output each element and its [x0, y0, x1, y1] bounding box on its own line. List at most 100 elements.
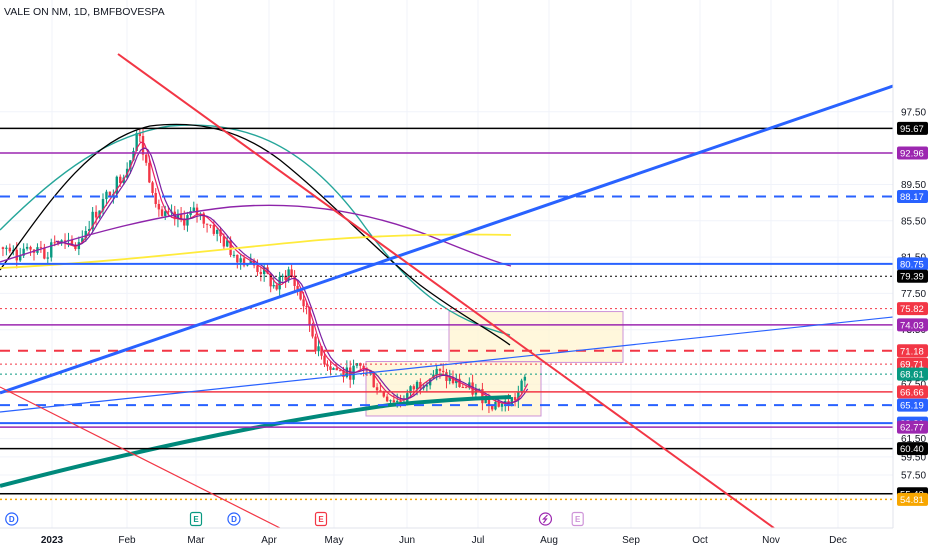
price-tick-label: 77.50 [901, 289, 926, 300]
candle-body [135, 133, 138, 151]
candle-body [70, 239, 74, 246]
candle-body [164, 211, 167, 216]
price-tag [897, 190, 928, 204]
candle-body [43, 247, 46, 259]
price-tag [897, 257, 928, 271]
candle-body [320, 346, 323, 356]
time-tick-label: Oct [692, 535, 708, 546]
candle-body [108, 191, 112, 197]
candle-body [497, 401, 500, 407]
candle-body [186, 215, 189, 226]
price-tag-label: 62.77 [900, 423, 924, 434]
candle-body [329, 366, 332, 370]
candle-body [212, 224, 216, 234]
candle-body [415, 381, 419, 390]
candle-body [74, 245, 77, 250]
candle-body [311, 324, 314, 337]
candle-body [281, 275, 284, 277]
candle-body [151, 182, 154, 193]
candle-body [236, 254, 239, 263]
time-axis-background [0, 528, 893, 550]
candle-body [392, 400, 396, 403]
candle-body [56, 242, 60, 244]
candle-body [1, 247, 5, 249]
candle-body [287, 269, 290, 281]
candle-body [141, 136, 145, 155]
resistance-zone-box [448, 311, 624, 363]
candle-body [132, 150, 135, 161]
candle-body [25, 246, 29, 249]
earnings-marker [314, 511, 328, 527]
candle-body [305, 306, 308, 308]
candle-body [179, 213, 183, 219]
candle-body [176, 213, 180, 220]
price-tag-label: 79.39 [900, 272, 924, 283]
candle-body [445, 372, 448, 381]
candle-body [396, 400, 399, 403]
candle-body [232, 254, 236, 256]
candle-body [296, 285, 299, 291]
candle-body [372, 373, 375, 388]
price-tag [897, 385, 928, 399]
time-tick-label: Mar [187, 535, 205, 546]
candle-body [435, 368, 438, 375]
time-tick-label: Apr [261, 535, 277, 546]
ma-long-line [0, 204, 512, 267]
candle-body [29, 246, 32, 250]
candle-body [379, 390, 382, 392]
price-tag-label: 95.67 [900, 124, 924, 135]
price-tick-label: 57.50 [901, 471, 926, 482]
price-tag-label: 65.19 [900, 401, 924, 412]
candle-body [129, 160, 132, 169]
dividend-marker-label: D [9, 515, 15, 524]
candle-body [323, 355, 326, 365]
time-tick-label: May [325, 535, 344, 546]
candle-body [342, 370, 345, 378]
candle-body [293, 276, 296, 286]
candle-body [425, 385, 429, 387]
candle-body [275, 285, 278, 290]
candle-body [122, 177, 125, 184]
candle-body [487, 395, 491, 405]
candle-body [229, 240, 232, 256]
candle-body [167, 211, 170, 213]
candle-body [491, 404, 494, 410]
time-tick-label: Nov [762, 535, 780, 546]
candle-body [332, 368, 335, 370]
price-tag-label: 74.03 [900, 320, 924, 331]
downtrend-line-main [117, 53, 775, 529]
candle-body [278, 276, 281, 290]
price-tick-label: 85.50 [901, 216, 926, 227]
price-tag [897, 367, 928, 381]
candle-body [308, 307, 311, 325]
price-axis: 97.5089.5085.5081.5077.5073.5067.5061.50… [892, 0, 932, 550]
price-tag-label: 68.61 [900, 370, 924, 381]
candle-body [290, 269, 293, 277]
candle-body [15, 249, 18, 261]
uptrend-line-thick [0, 84, 894, 395]
candle-body [183, 218, 186, 226]
ma-black-line [0, 123, 511, 346]
price-tag-label: 80.75 [900, 259, 924, 270]
candle-body [157, 203, 161, 210]
candle-body [222, 236, 226, 247]
dividend-marker [5, 512, 19, 526]
candle-body [448, 376, 451, 381]
candle-body [362, 365, 365, 369]
split-icon [542, 514, 548, 524]
candle-body [50, 242, 53, 258]
time-tick-label: Sep [622, 535, 640, 546]
candle-body [419, 381, 422, 389]
time-tick-label: Feb [118, 535, 136, 546]
candle-body [46, 257, 49, 259]
candle-body [338, 370, 342, 372]
candle-body [5, 247, 8, 249]
price-tag-label: 88.17 [900, 192, 924, 203]
candle-body [442, 370, 445, 373]
candle-body [259, 271, 263, 275]
time-tick-label: Aug [540, 535, 558, 546]
earnings-marker-label: E [318, 515, 324, 524]
